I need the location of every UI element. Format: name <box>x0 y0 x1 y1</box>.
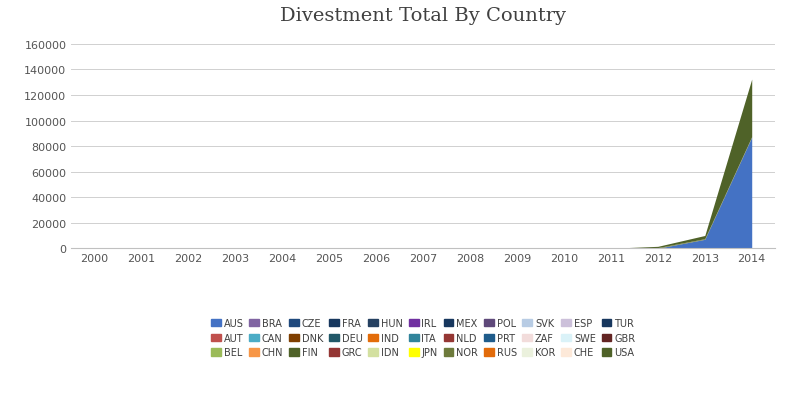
Title: Divestment Total By Country: Divestment Total By Country <box>280 7 566 25</box>
Legend: AUS, AUT, BEL, BRA, CAN, CHN, CZE, DNK, FIN, FRA, DEU, GRC, HUN, IND, IDN, IRL, : AUS, AUT, BEL, BRA, CAN, CHN, CZE, DNK, … <box>207 314 639 361</box>
